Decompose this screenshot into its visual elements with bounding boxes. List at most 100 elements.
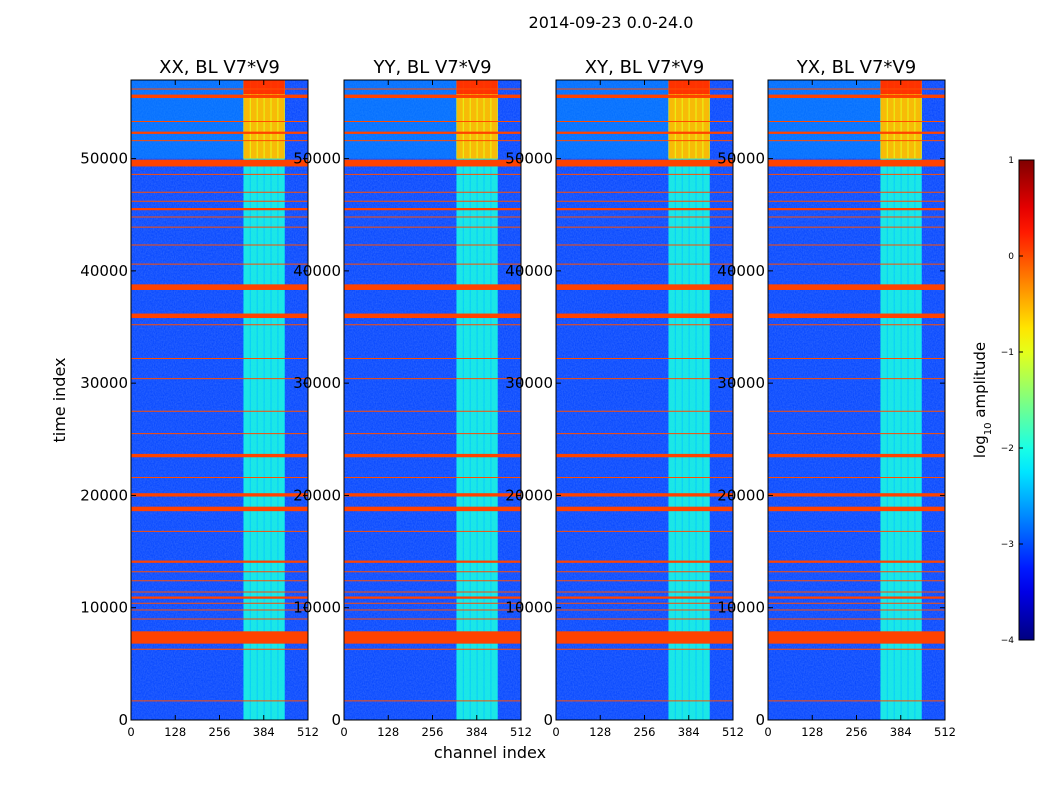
y-tick-label: 30000 — [505, 374, 553, 392]
flagged-time-band — [768, 131, 945, 134]
y-tick-label: 50000 — [293, 150, 341, 168]
flagged-time-band — [556, 631, 733, 644]
rfi-substripe — [668, 80, 675, 720]
panel-title: XX, BL V7*V9 — [159, 57, 280, 78]
bright-rfi-substripe — [696, 80, 703, 159]
y-tick-label: 0 — [118, 711, 128, 729]
colorbar-tick-label: −1 — [1001, 348, 1014, 358]
x-tick-label: 128 — [801, 725, 823, 739]
flagged-time-band — [131, 313, 308, 319]
x-tick-label: 0 — [340, 725, 347, 739]
rfi-substripe — [484, 80, 491, 720]
top-region-background — [768, 80, 881, 159]
colorbar-tick-label: −3 — [1001, 540, 1014, 550]
rfi-substripe — [264, 80, 271, 720]
panel-title: XY, BL V7*V9 — [585, 57, 704, 78]
bright-rfi-substripe — [887, 80, 894, 159]
flagged-time-band — [131, 284, 308, 290]
rfi-substripe — [470, 80, 477, 720]
bright-rfi-cap — [668, 80, 710, 94]
rfi-substripe — [250, 80, 257, 720]
y-tick-label: 40000 — [717, 262, 765, 280]
x-tick-label: 512 — [510, 725, 532, 739]
bright-rfi-substripe — [271, 80, 278, 159]
rfi-substripe — [456, 80, 463, 720]
rfi-substripe — [477, 80, 484, 720]
flagged-time-band — [768, 506, 945, 512]
figure-title: 2014-09-23 0.0-24.0 — [529, 13, 694, 32]
flagged-time-band — [344, 631, 521, 644]
rfi-substripe — [880, 80, 887, 720]
flagged-time-band — [344, 94, 521, 98]
flagged-time-band — [556, 208, 733, 211]
bright-rfi-substripe — [278, 80, 285, 159]
rfi-channel-band — [243, 80, 285, 720]
flagged-time-band — [556, 94, 733, 98]
panel-yx: YX, BL V7*V9 0 128 256 384 512 0 10000 20000 3000… — [717, 57, 956, 739]
y-tick-label: 50000 — [80, 150, 128, 168]
rfi-substripe — [689, 80, 696, 720]
bright-rfi-substripe — [894, 80, 901, 159]
bright-rfi-substripe — [484, 80, 491, 159]
y-tick-label: 30000 — [80, 374, 128, 392]
y-tick-label: 20000 — [717, 486, 765, 504]
bright-rfi-substripe — [456, 80, 463, 159]
flagged-time-band — [131, 493, 308, 497]
x-tick-label: 256 — [422, 725, 444, 739]
x-tick-label: 384 — [678, 725, 700, 739]
top-region-background — [344, 80, 457, 159]
flagged-time-band — [131, 94, 308, 98]
flagged-time-band — [344, 159, 521, 167]
x-tick-label: 512 — [934, 725, 956, 739]
flagged-time-band — [344, 313, 521, 319]
rfi-substripe — [915, 80, 922, 720]
rfi-substripe — [271, 80, 278, 720]
x-tick-label: 512 — [297, 725, 319, 739]
y-tick-label: 40000 — [293, 262, 341, 280]
bright-rfi-substripe — [682, 80, 689, 159]
y-tick-label: 40000 — [80, 262, 128, 280]
x-tick-label: 128 — [589, 725, 611, 739]
y-tick-label: 40000 — [505, 262, 553, 280]
bright-rfi-substripe — [901, 80, 908, 159]
y-tick-label: 20000 — [505, 486, 553, 504]
rfi-substripe — [894, 80, 901, 720]
y-tick-label: 10000 — [717, 599, 765, 617]
panel-title: YY, BL V7*V9 — [372, 57, 491, 78]
flagged-time-band — [768, 313, 945, 319]
panel-xy: XY, BL V7*V9 0 128 256 384 512 0 10000 20000 3000… — [505, 57, 744, 739]
flagged-time-band — [131, 159, 308, 167]
bright-rfi-substripe — [243, 80, 250, 159]
bright-rfi-substripe — [908, 80, 915, 159]
waterfall-image — [556, 80, 733, 720]
colorbar-tick-label: −4 — [1001, 636, 1015, 646]
y-tick-label: 20000 — [293, 486, 341, 504]
colorbar-tick-label: 1 — [1008, 156, 1014, 166]
flagged-time-band — [768, 631, 945, 644]
x-tick-label: 384 — [466, 725, 488, 739]
rfi-substripe — [908, 80, 915, 720]
y-tick-label: 30000 — [293, 374, 341, 392]
flagged-time-band — [768, 159, 945, 167]
rfi-substripe — [243, 80, 250, 720]
rfi-substripe — [703, 80, 710, 720]
rfi-substripe — [901, 80, 908, 720]
flagged-time-band — [344, 208, 521, 211]
bright-rfi-substripe — [915, 80, 922, 159]
flagged-time-band — [556, 284, 733, 290]
flagged-time-band — [556, 313, 733, 319]
flagged-time-band — [768, 493, 945, 497]
flagged-time-band — [131, 131, 308, 134]
bright-rfi-cap — [880, 80, 922, 94]
flagged-time-band — [344, 284, 521, 290]
flagged-time-band — [556, 560, 733, 563]
flagged-time-band — [768, 560, 945, 563]
flagged-time-band — [344, 506, 521, 512]
flagged-time-band — [131, 208, 308, 211]
flagged-time-band — [768, 284, 945, 290]
rfi-substripe — [675, 80, 682, 720]
flagged-time-band — [768, 453, 945, 458]
y-tick-label: 50000 — [505, 150, 553, 168]
flagged-time-band — [131, 453, 308, 458]
bright-rfi-substripe — [668, 80, 675, 159]
